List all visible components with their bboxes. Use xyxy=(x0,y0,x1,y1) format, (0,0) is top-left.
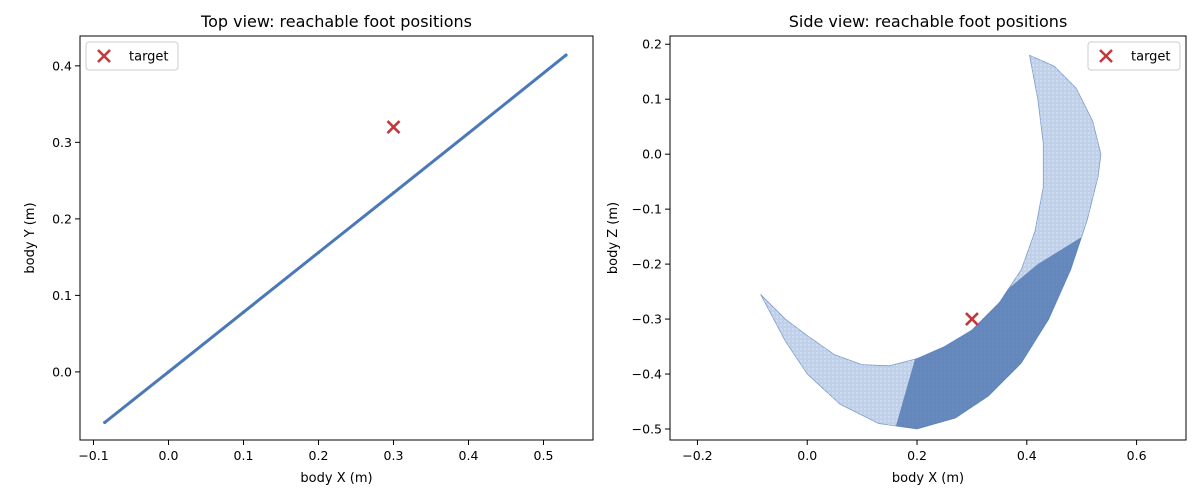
y-tick-label: 0.2 xyxy=(642,37,662,52)
target-marker-stroke xyxy=(964,312,979,326)
x-tick-label: 0.3 xyxy=(384,448,404,463)
x-tick-label: 0.0 xyxy=(159,448,179,463)
y-tick-label: 0.0 xyxy=(52,364,72,379)
x-tick-label: 0.2 xyxy=(309,448,329,463)
x-tick-label: 0.4 xyxy=(1017,448,1037,463)
chart-1: −0.1 0.0 0.1 0.2 0.3 0.4 0.5 0.0 0.1 0.2 0.3 0.4 Top… xyxy=(23,12,594,486)
y-tick-label: 0.0 xyxy=(642,147,662,162)
x-tick-label: −0.1 xyxy=(78,448,108,463)
chart-title: Top view: reachable foot positions xyxy=(200,12,472,31)
y-tick-label: 0.1 xyxy=(642,92,662,107)
y-tick-label: −0.5 xyxy=(632,422,662,437)
plot-area xyxy=(760,54,1102,430)
legend-box xyxy=(1087,41,1181,71)
legend: target xyxy=(85,41,179,71)
y-tick-label: −0.4 xyxy=(632,367,662,382)
legend-label: target xyxy=(1131,50,1171,65)
legend: target xyxy=(1087,41,1181,71)
reachable-line xyxy=(103,53,568,424)
y-tick-label: 0.2 xyxy=(52,211,72,226)
y-tick-label: −0.1 xyxy=(632,202,662,217)
legend-box xyxy=(85,41,179,71)
y-tick-label: −0.3 xyxy=(632,312,662,327)
reachable-point xyxy=(103,420,107,425)
axes-frame xyxy=(79,35,594,441)
y-tick-label: −0.2 xyxy=(632,257,662,272)
legend-marker xyxy=(1099,49,1113,63)
target-marker xyxy=(386,120,401,134)
x-tick-label: 0.6 xyxy=(1127,448,1147,463)
reachable-point xyxy=(166,370,171,374)
reachable-point xyxy=(391,191,396,195)
x-tick-label: 0.5 xyxy=(534,448,554,463)
plot-area xyxy=(103,53,568,425)
x-tick-label: 0.1 xyxy=(234,448,254,463)
reachable-point xyxy=(241,310,246,314)
legend-label: target xyxy=(129,50,169,65)
legend-marker xyxy=(97,49,111,63)
reachable-dense-band xyxy=(895,220,1101,430)
x-tick-label: 0.4 xyxy=(459,448,479,463)
y-tick-label: 0.3 xyxy=(52,135,72,150)
y-axis-label: body Z (m) xyxy=(606,202,621,274)
x-tick-label: −0.2 xyxy=(682,448,712,463)
x-tick-label: 0.0 xyxy=(797,448,817,463)
x-axis-label: body X (m) xyxy=(892,471,964,486)
x-axis-label: body X (m) xyxy=(300,471,372,486)
chart-2: −0.2 0.0 0.2 0.4 0.6 0.2 0.1 0.0 −0.1 −0.2 −0.3 −0.… xyxy=(606,12,1187,486)
axes-frame xyxy=(669,35,1187,441)
target-marker xyxy=(964,312,979,326)
y-tick-label: 0.4 xyxy=(52,58,72,73)
reachable-point xyxy=(316,250,321,255)
reachable-point xyxy=(466,131,471,135)
y-axis-label: body Y (m) xyxy=(23,202,38,273)
chart-title: Side view: reachable foot positions xyxy=(789,12,1068,31)
x-tick-label: 0.2 xyxy=(907,448,927,463)
reachable-point xyxy=(564,53,568,57)
y-tick-label: 0.1 xyxy=(52,288,72,303)
target-marker-stroke xyxy=(386,120,401,134)
